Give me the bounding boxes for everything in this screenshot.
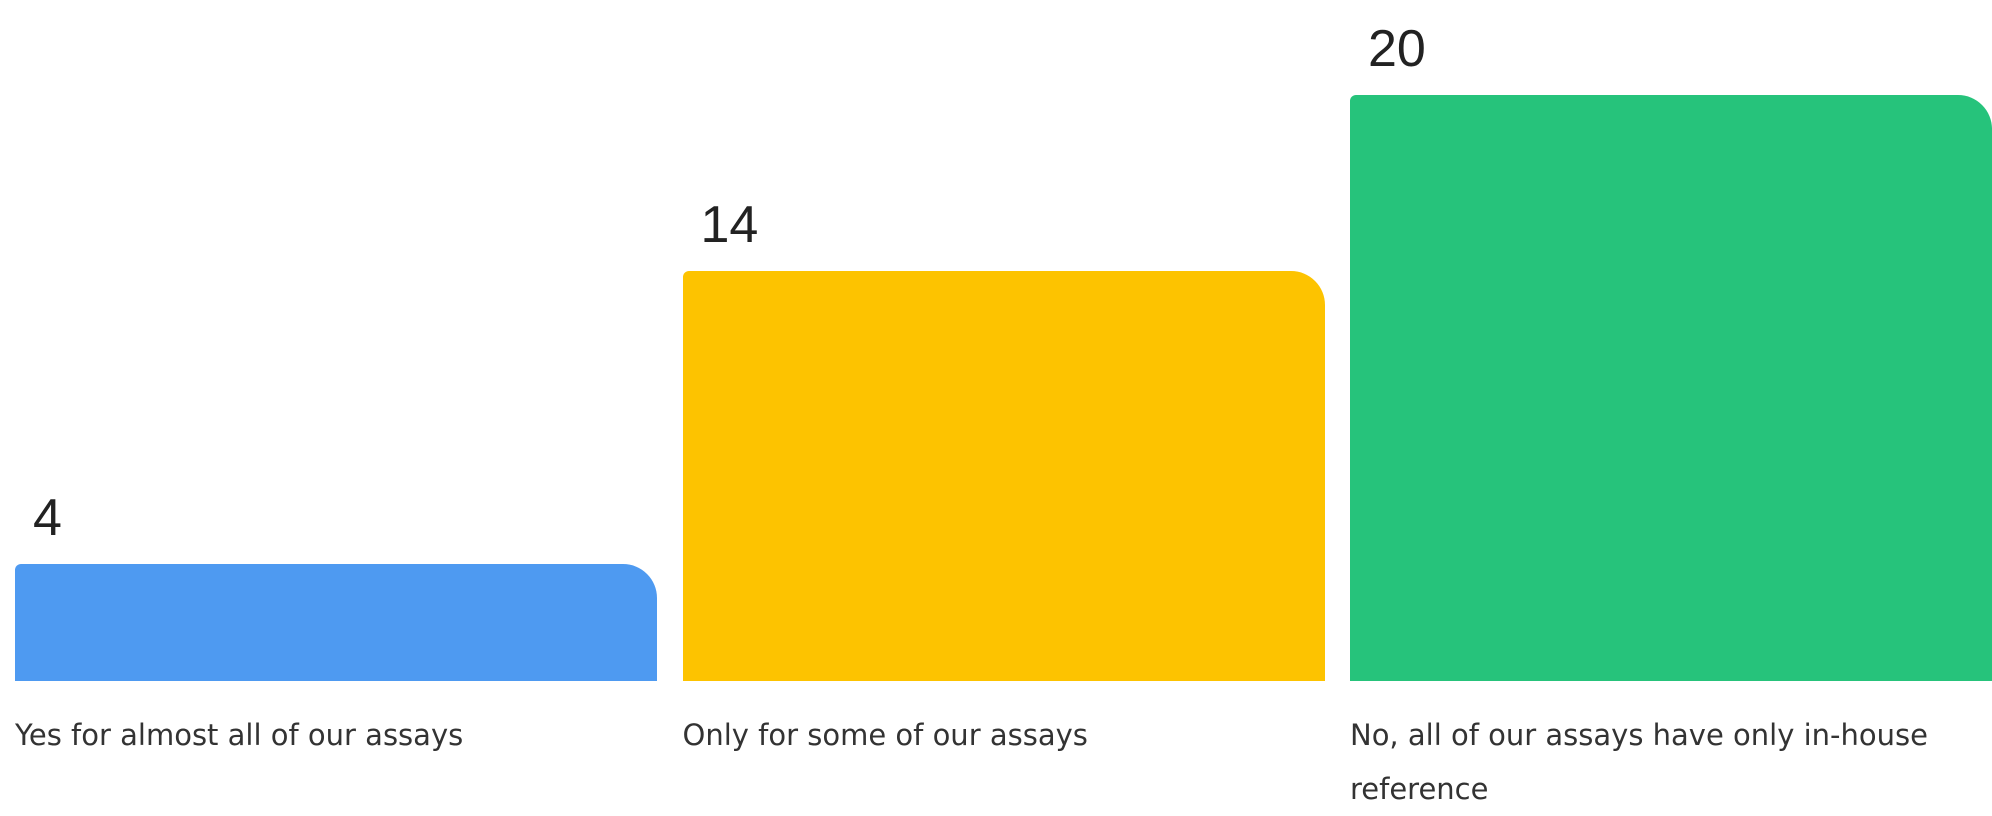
value-label: 14: [700, 195, 759, 254]
bar: [15, 563, 657, 681]
bar: [682, 270, 1325, 681]
bar: [1350, 95, 1992, 681]
value-label: 20: [1368, 20, 1426, 78]
category-label: Yes for almost all of our assays: [15, 718, 464, 752]
category-label: No, all of our assays have only in-house…: [1350, 718, 1928, 806]
value-label: 4: [33, 488, 62, 547]
category-label: Only for some of our assays: [682, 718, 1088, 752]
